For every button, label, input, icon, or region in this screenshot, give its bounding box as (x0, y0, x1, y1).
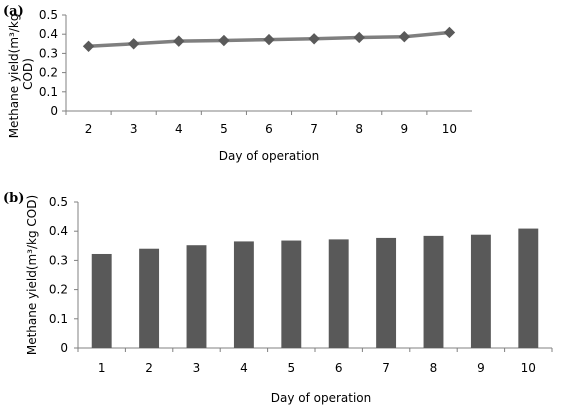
data-point-marker (127, 38, 140, 50)
panel-label-b: (b) (3, 191, 24, 206)
chart-a: (a) Methane yield(m³/kg COD) 0 0.1 0.2 0.3 0… (3, 4, 472, 163)
y-tick-label-b: 0.2 (49, 283, 68, 297)
y-tick-label-a: 0 (50, 104, 58, 118)
x-tick-label-a: 6 (265, 122, 273, 136)
y-tick-label-a: 0.2 (39, 66, 58, 80)
bar (328, 239, 349, 348)
y-axis-title-a-line2: COD) (21, 58, 35, 90)
x-tick-label-a: 2 (85, 122, 93, 136)
x-tick-label-a: 9 (401, 122, 409, 136)
y-axis-title-b: Methane yield(m³/kg COD) (25, 195, 39, 355)
y-axis-title-a-line1: Methane yield(m³/kg (7, 14, 21, 139)
bar (376, 237, 397, 348)
x-tick-label-a: 10 (442, 122, 457, 136)
y-tick-label-b: 0.3 (49, 253, 68, 267)
panel-label-a: (a) (3, 4, 24, 19)
x-axis-title-b: Day of operation (271, 391, 372, 405)
x-tick-label-b: 7 (382, 361, 390, 375)
x-tick-label-b: 3 (193, 361, 201, 375)
x-tick-label-b: 2 (145, 361, 153, 375)
y-tick-label-b: 0.5 (49, 195, 68, 209)
x-tick-label-a: 7 (310, 122, 318, 136)
y-tick-label-a: 0.5 (39, 8, 58, 22)
bar (233, 241, 254, 348)
data-point-marker (263, 33, 275, 46)
x-tick-label-a: 8 (355, 122, 363, 136)
y-tick-label-b: 0 (60, 341, 68, 355)
x-tick-label-b: 8 (430, 361, 438, 375)
y-tick-label-a: 0.1 (39, 85, 58, 99)
chart-b: (b) Methane yield(m³/kg COD) 0 0.1 0.2 0.3 0… (3, 191, 553, 405)
bar (281, 240, 302, 348)
bar (186, 245, 207, 348)
data-point-marker (82, 40, 95, 53)
data-point-marker (173, 35, 185, 47)
bar (139, 248, 160, 348)
bar (470, 234, 491, 348)
x-tick-label-a: 5 (220, 122, 228, 136)
x-tick-label-b: 9 (477, 361, 485, 375)
data-point-marker (353, 31, 365, 44)
bar (518, 228, 539, 348)
x-tick-label-b: 4 (240, 361, 248, 375)
x-tick-label-a: 4 (175, 122, 183, 136)
x-tick-label-b: 1 (98, 361, 106, 375)
bar (91, 253, 112, 348)
y-tick-label-b: 0.1 (49, 312, 68, 326)
x-tick-label-a: 3 (130, 122, 138, 136)
data-point-marker (398, 30, 411, 43)
y-tick-label-a: 0.4 (39, 27, 58, 41)
x-axis-title-a: Day of operation (219, 149, 320, 163)
y-tick-label-b: 0.4 (49, 224, 68, 238)
data-point-marker (218, 34, 230, 47)
x-tick-label-b: 6 (335, 361, 343, 375)
y-tick-label-a: 0.3 (39, 46, 58, 60)
x-tick-label-b: 10 (521, 361, 536, 375)
bar (423, 235, 444, 348)
data-point-marker (443, 26, 456, 39)
data-point-marker (308, 33, 320, 45)
x-tick-label-b: 5 (287, 361, 295, 375)
y-axis-title-a: Methane yield(m³/kg COD) (7, 10, 35, 139)
